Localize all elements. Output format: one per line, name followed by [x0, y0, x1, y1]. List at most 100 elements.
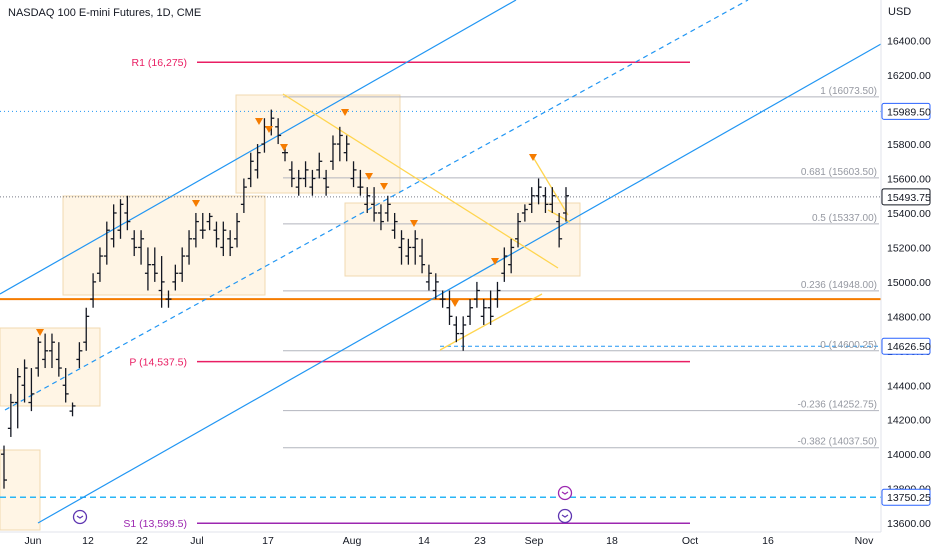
ohlc-bar — [439, 290, 446, 308]
price-badge-bg — [881, 188, 931, 206]
price-badge-label: 14626.50 — [887, 341, 931, 353]
time-tick-label: Aug — [343, 535, 362, 547]
ohlc-bar — [90, 273, 97, 308]
time-tick-label: Sep — [525, 535, 544, 547]
price-tick-label: 14800.00 — [887, 311, 931, 323]
pattern-marker-icon — [365, 173, 373, 180]
trend-lines — [0, 0, 882, 524]
price-badge: 15989.50 — [881, 102, 931, 120]
ohlc-bar — [563, 187, 569, 222]
chart-title: NASDAQ 100 E-mini Futures, 1D, CME — [6, 6, 204, 20]
ohlc-bar — [247, 152, 254, 188]
ohlc-bar — [254, 144, 261, 179]
ohlc-bar — [508, 238, 515, 274]
time-tick-label: 16 — [762, 535, 774, 547]
time-tick-label: 18 — [606, 535, 618, 547]
ohlc-bar — [240, 178, 247, 213]
ohlc-bar — [213, 221, 220, 248]
ohlc-bar — [467, 299, 474, 325]
ohlc-bar — [206, 212, 213, 231]
ohlc-bar — [227, 230, 234, 257]
time-tick-label: 17 — [262, 535, 274, 547]
ohlc-bar — [21, 359, 28, 403]
event-icon — [557, 508, 573, 524]
ohlc-bar — [515, 212, 522, 248]
ohlc-bar — [131, 230, 138, 257]
ohlc-bar — [377, 204, 384, 231]
ohlc-bar — [192, 212, 199, 248]
pattern-marker-icon — [255, 118, 263, 125]
time-axis: Jun 12 22 Jul 17 Aug 14 23 Sep 18 Oct 16 Nov — [0, 531, 881, 547]
price-tick-label: 14200.00 — [887, 415, 931, 427]
ohlc-bar — [151, 247, 158, 282]
price-badge-bg — [881, 102, 931, 120]
ohlc-bar — [323, 169, 330, 196]
time-tick-label: Oct — [682, 535, 698, 547]
ohlc-bar — [453, 316, 460, 343]
ohlc-bar — [124, 195, 131, 231]
event-icon-glyph — [561, 491, 569, 495]
price-badge: 15493.75 — [881, 188, 931, 206]
ohlc-bar — [48, 333, 55, 369]
ohlc-bar — [234, 212, 241, 248]
ohlc-bar — [42, 333, 49, 369]
ohlc-bar — [336, 126, 343, 162]
price-axis: 16400.0016200.0016000.0015800.0015600.00… — [880, 0, 932, 550]
ohlc-bar — [501, 247, 508, 282]
price-tick-label: 15200.00 — [887, 242, 931, 254]
highlight-box — [344, 202, 581, 277]
price-tick-label: 13600.00 — [887, 518, 931, 530]
ohlc-bar — [425, 264, 432, 291]
ohlc-bar — [35, 337, 42, 377]
ohlc-bar — [364, 187, 371, 213]
time-tick-label: 22 — [136, 535, 148, 547]
ohlc-bar — [103, 221, 110, 265]
pattern-marker-icon — [451, 300, 459, 307]
pivot-label: S1 (13,599.5) — [123, 518, 187, 530]
ohlc-bar — [556, 212, 563, 248]
ohlc-bar — [117, 199, 124, 239]
pattern-markers — [36, 109, 573, 525]
price-tick-label: 16400.00 — [887, 36, 931, 48]
currency-button[interactable]: USD — [888, 6, 912, 18]
price-badge-label: 13750.25 — [887, 492, 931, 504]
fib-level-label: 0.236 (14948.00) — [801, 280, 877, 291]
price-badge: 13750.25 — [881, 488, 931, 506]
ohlc-bars — [1, 109, 569, 489]
wedge-line — [282, 93, 559, 269]
time-tick-label: Nov — [855, 535, 874, 547]
pattern-marker-icon — [380, 183, 388, 190]
price-tick-label: 15000.00 — [887, 277, 931, 289]
ohlc-bar — [316, 152, 323, 179]
price-badge-label: 15493.75 — [887, 192, 931, 204]
ohlc-bar — [69, 402, 76, 417]
time-tick-label: 12 — [82, 535, 94, 547]
ohlc-bar — [405, 238, 412, 265]
ohlc-bar — [460, 316, 467, 351]
price-badge-bg — [881, 337, 931, 355]
price-badge-bg — [881, 488, 931, 506]
price-axis-bg — [881, 0, 932, 550]
ohlc-bar — [138, 230, 145, 265]
rectangle-drawings — [0, 94, 581, 531]
ohlc-bar — [76, 342, 83, 369]
ohlc-bar — [535, 178, 542, 205]
ohlc-bar — [165, 290, 172, 308]
ohlc-bar — [110, 204, 117, 248]
ohlc-bar — [528, 187, 535, 213]
price-tick-label: 15400.00 — [887, 208, 931, 220]
ohlc-bar — [275, 118, 282, 145]
event-icon-glyph — [561, 514, 569, 518]
pattern-marker-icon — [341, 109, 349, 116]
ohlc-bar — [288, 161, 295, 188]
level-lines — [0, 61, 881, 524]
ohlc-bar — [62, 368, 69, 403]
ohlc-bar — [55, 342, 62, 377]
ohlc-bar — [412, 230, 419, 265]
pivot-label: P (14,537.5) — [129, 357, 187, 369]
price-tick-label: 16200.00 — [887, 70, 931, 82]
ohlc-bar — [302, 161, 309, 188]
ohlc-bar — [480, 299, 487, 325]
